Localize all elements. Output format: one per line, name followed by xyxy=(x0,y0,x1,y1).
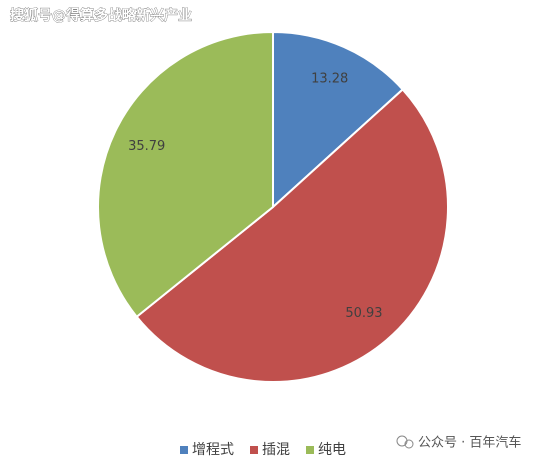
legend-swatch xyxy=(250,446,258,454)
data-label: 35.79 xyxy=(128,139,165,154)
pie-slice xyxy=(135,88,449,383)
source-badge: 公众号 · 百年汽车 xyxy=(396,435,521,451)
legend-label: 纯电 xyxy=(318,442,346,458)
source-text: 公众号 · 百年汽车 xyxy=(418,435,521,451)
watermark: 搜狐号@得算多战略新兴产业 xyxy=(10,7,192,24)
data-label: 50.93 xyxy=(345,306,382,321)
data-label: 13.28 xyxy=(311,72,348,87)
pie-slice xyxy=(97,30,274,319)
badge-icon xyxy=(396,435,408,447)
pie-slice xyxy=(272,30,405,210)
legend-swatch xyxy=(306,446,314,454)
legend-swatch xyxy=(180,446,188,454)
badge-icon xyxy=(404,439,414,449)
legend-label: 插混 xyxy=(262,442,290,458)
legend-label: 增程式 xyxy=(192,442,234,458)
